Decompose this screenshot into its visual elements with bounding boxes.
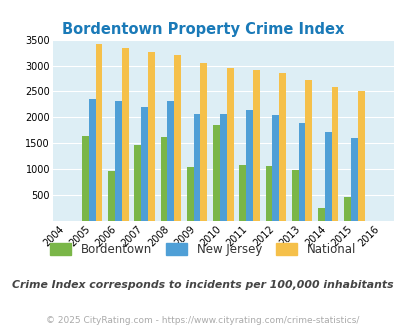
Bar: [245, 110, 252, 221]
Bar: [141, 107, 148, 221]
Bar: [174, 55, 181, 221]
Bar: [193, 114, 200, 221]
Bar: [324, 132, 331, 221]
Bar: [108, 171, 115, 221]
Bar: [95, 44, 102, 221]
Legend: Bordentown, New Jersey, National: Bordentown, New Jersey, National: [45, 239, 360, 261]
Bar: [160, 137, 167, 221]
Bar: [82, 136, 89, 221]
Bar: [200, 63, 207, 221]
Bar: [331, 87, 338, 221]
Bar: [148, 52, 154, 221]
Bar: [239, 165, 245, 221]
Bar: [350, 138, 357, 221]
Bar: [317, 208, 324, 221]
Bar: [89, 99, 95, 221]
Bar: [291, 170, 298, 221]
Bar: [279, 73, 285, 221]
Bar: [167, 101, 174, 221]
Bar: [357, 91, 364, 221]
Bar: [220, 114, 226, 221]
Bar: [213, 125, 220, 221]
Bar: [122, 48, 128, 221]
Bar: [272, 115, 279, 221]
Bar: [298, 122, 305, 221]
Bar: [305, 80, 311, 221]
Bar: [115, 101, 122, 221]
Bar: [265, 166, 272, 221]
Bar: [134, 145, 141, 221]
Bar: [252, 70, 259, 221]
Bar: [343, 197, 350, 221]
Text: Crime Index corresponds to incidents per 100,000 inhabitants: Crime Index corresponds to incidents per…: [12, 280, 393, 290]
Bar: [226, 68, 233, 221]
Bar: [186, 167, 193, 221]
Text: © 2025 CityRating.com - https://www.cityrating.com/crime-statistics/: © 2025 CityRating.com - https://www.city…: [46, 315, 359, 325]
Text: Bordentown Property Crime Index: Bordentown Property Crime Index: [62, 22, 343, 37]
